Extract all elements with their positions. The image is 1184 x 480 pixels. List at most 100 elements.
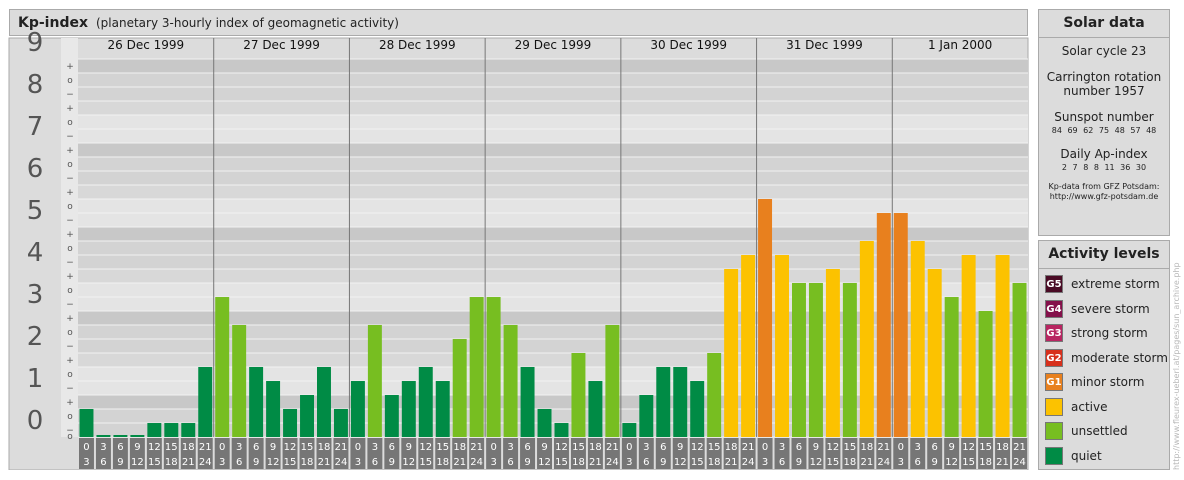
hour-start-label: 0 [490, 442, 496, 453]
minor-scale-mark: + [66, 230, 74, 240]
kp-bar [673, 366, 688, 437]
chart-title: Kp-index [18, 14, 88, 31]
hour-start-label: 21 [877, 442, 890, 453]
kp-index-chart: 0123456789+o−+o−+o−+o−+o−+o−+o−+o−+o−o26… [8, 28, 1029, 470]
hour-end-label: 9 [524, 457, 530, 468]
minor-scale-mark: + [66, 146, 74, 156]
hour-end-label: 24 [199, 457, 212, 468]
y-tick-label: 7 [27, 112, 44, 142]
hour-cell [350, 438, 366, 469]
level-swatch: G4 [1045, 299, 1063, 318]
level-label: moderate storm [1071, 350, 1168, 365]
day-label: 28 Dec 1999 [379, 38, 456, 52]
hour-end-label: 3 [762, 457, 768, 468]
kp-bar [232, 324, 247, 437]
source-line-1: Kp-data from GFZ Potsdam: [1048, 182, 1160, 191]
kp-bar [978, 311, 993, 437]
kp-bar [792, 282, 806, 437]
hour-cell [79, 438, 94, 469]
hour-cell [265, 438, 281, 469]
watermark-url: http://www.fleurex-ueberl.at/pages/sun_a… [1172, 262, 1181, 470]
hour-end-label: 24 [335, 457, 348, 468]
hour-cell [757, 438, 773, 469]
hour-cell [723, 438, 739, 469]
hour-end-label: 21 [589, 457, 602, 468]
hour-start-label: 3 [779, 442, 785, 453]
hour-end-label: 21 [318, 457, 331, 468]
ap-title: Daily Ap-index [1060, 147, 1148, 161]
kp-bar [147, 423, 162, 437]
hour-start-label: 9 [406, 442, 412, 453]
minor-scale-mark: − [66, 174, 74, 184]
hour-cell [469, 438, 485, 469]
hour-start-label: 3 [236, 442, 242, 453]
hour-start-label: 12 [284, 442, 297, 453]
hour-cell [570, 438, 586, 469]
level-label: extreme storm [1071, 277, 1160, 292]
level-label: quiet [1071, 448, 1102, 463]
hour-end-label: 24 [606, 457, 619, 468]
hour-end-label: 24 [742, 457, 755, 468]
hour-cell [486, 438, 502, 469]
hour-end-label: 12 [402, 457, 415, 468]
y-tick-label: 9 [27, 28, 44, 58]
kp-bar [79, 408, 94, 437]
kp-band-top-6 [78, 143, 1028, 157]
y-tick-label: 0 [27, 406, 44, 436]
hour-cell [893, 438, 909, 469]
hour-cell [655, 438, 671, 469]
hour-end-label: 18 [572, 457, 585, 468]
level-label: severe storm [1071, 301, 1150, 316]
kp-bar [605, 324, 620, 437]
hour-cell [299, 438, 315, 469]
hour-end-label: 24 [470, 457, 483, 468]
kp-bar [859, 240, 874, 437]
hour-cell [112, 438, 128, 469]
kp-bar [588, 381, 603, 437]
minor-scale-mark: o [67, 370, 73, 380]
hour-cell [163, 438, 179, 469]
minor-scale-mark: o [67, 76, 73, 86]
kp-bar [707, 353, 722, 437]
hour-end-label: 18 [844, 457, 857, 468]
ap-values: 2 7 8 8 11 36 30 [1061, 163, 1147, 172]
hour-cell [231, 438, 247, 469]
day-label: 31 Dec 1999 [786, 38, 863, 52]
kp-bar [758, 198, 773, 437]
hour-cell [95, 438, 111, 469]
kp-bar [910, 240, 925, 437]
hour-end-label: 3 [898, 457, 904, 468]
hour-end-label: 15 [827, 457, 840, 468]
hour-cell [316, 438, 332, 469]
kp-bar [825, 269, 840, 437]
hour-end-label: 15 [419, 457, 432, 468]
source-line-2: http://www.gfz-potsdam.de [1049, 192, 1159, 201]
hour-start-label: 15 [844, 442, 857, 453]
kp-band-top-5 [78, 185, 1028, 199]
hour-start-label: 21 [742, 442, 755, 453]
hour-start-label: 9 [948, 442, 954, 453]
day-label: 29 Dec 1999 [515, 38, 592, 52]
hour-end-label: 6 [779, 457, 785, 468]
hour-start-label: 18 [589, 442, 602, 453]
hour-start-label: 21 [335, 442, 348, 453]
hour-end-label: 21 [182, 457, 195, 468]
hour-end-label: 24 [877, 457, 890, 468]
hour-cell [282, 438, 298, 469]
hour-cell [740, 438, 756, 469]
hour-cell [774, 438, 790, 469]
minor-scale-mark: − [66, 90, 74, 100]
level-label: active [1071, 399, 1108, 414]
y-tick-label: 1 [27, 364, 44, 394]
hour-start-label: 6 [796, 442, 802, 453]
hour-end-label: 3 [219, 457, 225, 468]
minor-scale-mark: − [66, 426, 74, 436]
hour-start-label: 6 [253, 442, 259, 453]
hour-start-label: 6 [117, 442, 123, 453]
minor-scale-column [61, 38, 78, 437]
kp-band-top-2 [78, 311, 1028, 325]
hour-end-label: 6 [100, 457, 106, 468]
hour-end-label: 3 [355, 457, 361, 468]
chart-subtitle: (planetary 3-hourly index of geomagnetic… [96, 15, 399, 30]
hour-end-label: 9 [796, 457, 802, 468]
